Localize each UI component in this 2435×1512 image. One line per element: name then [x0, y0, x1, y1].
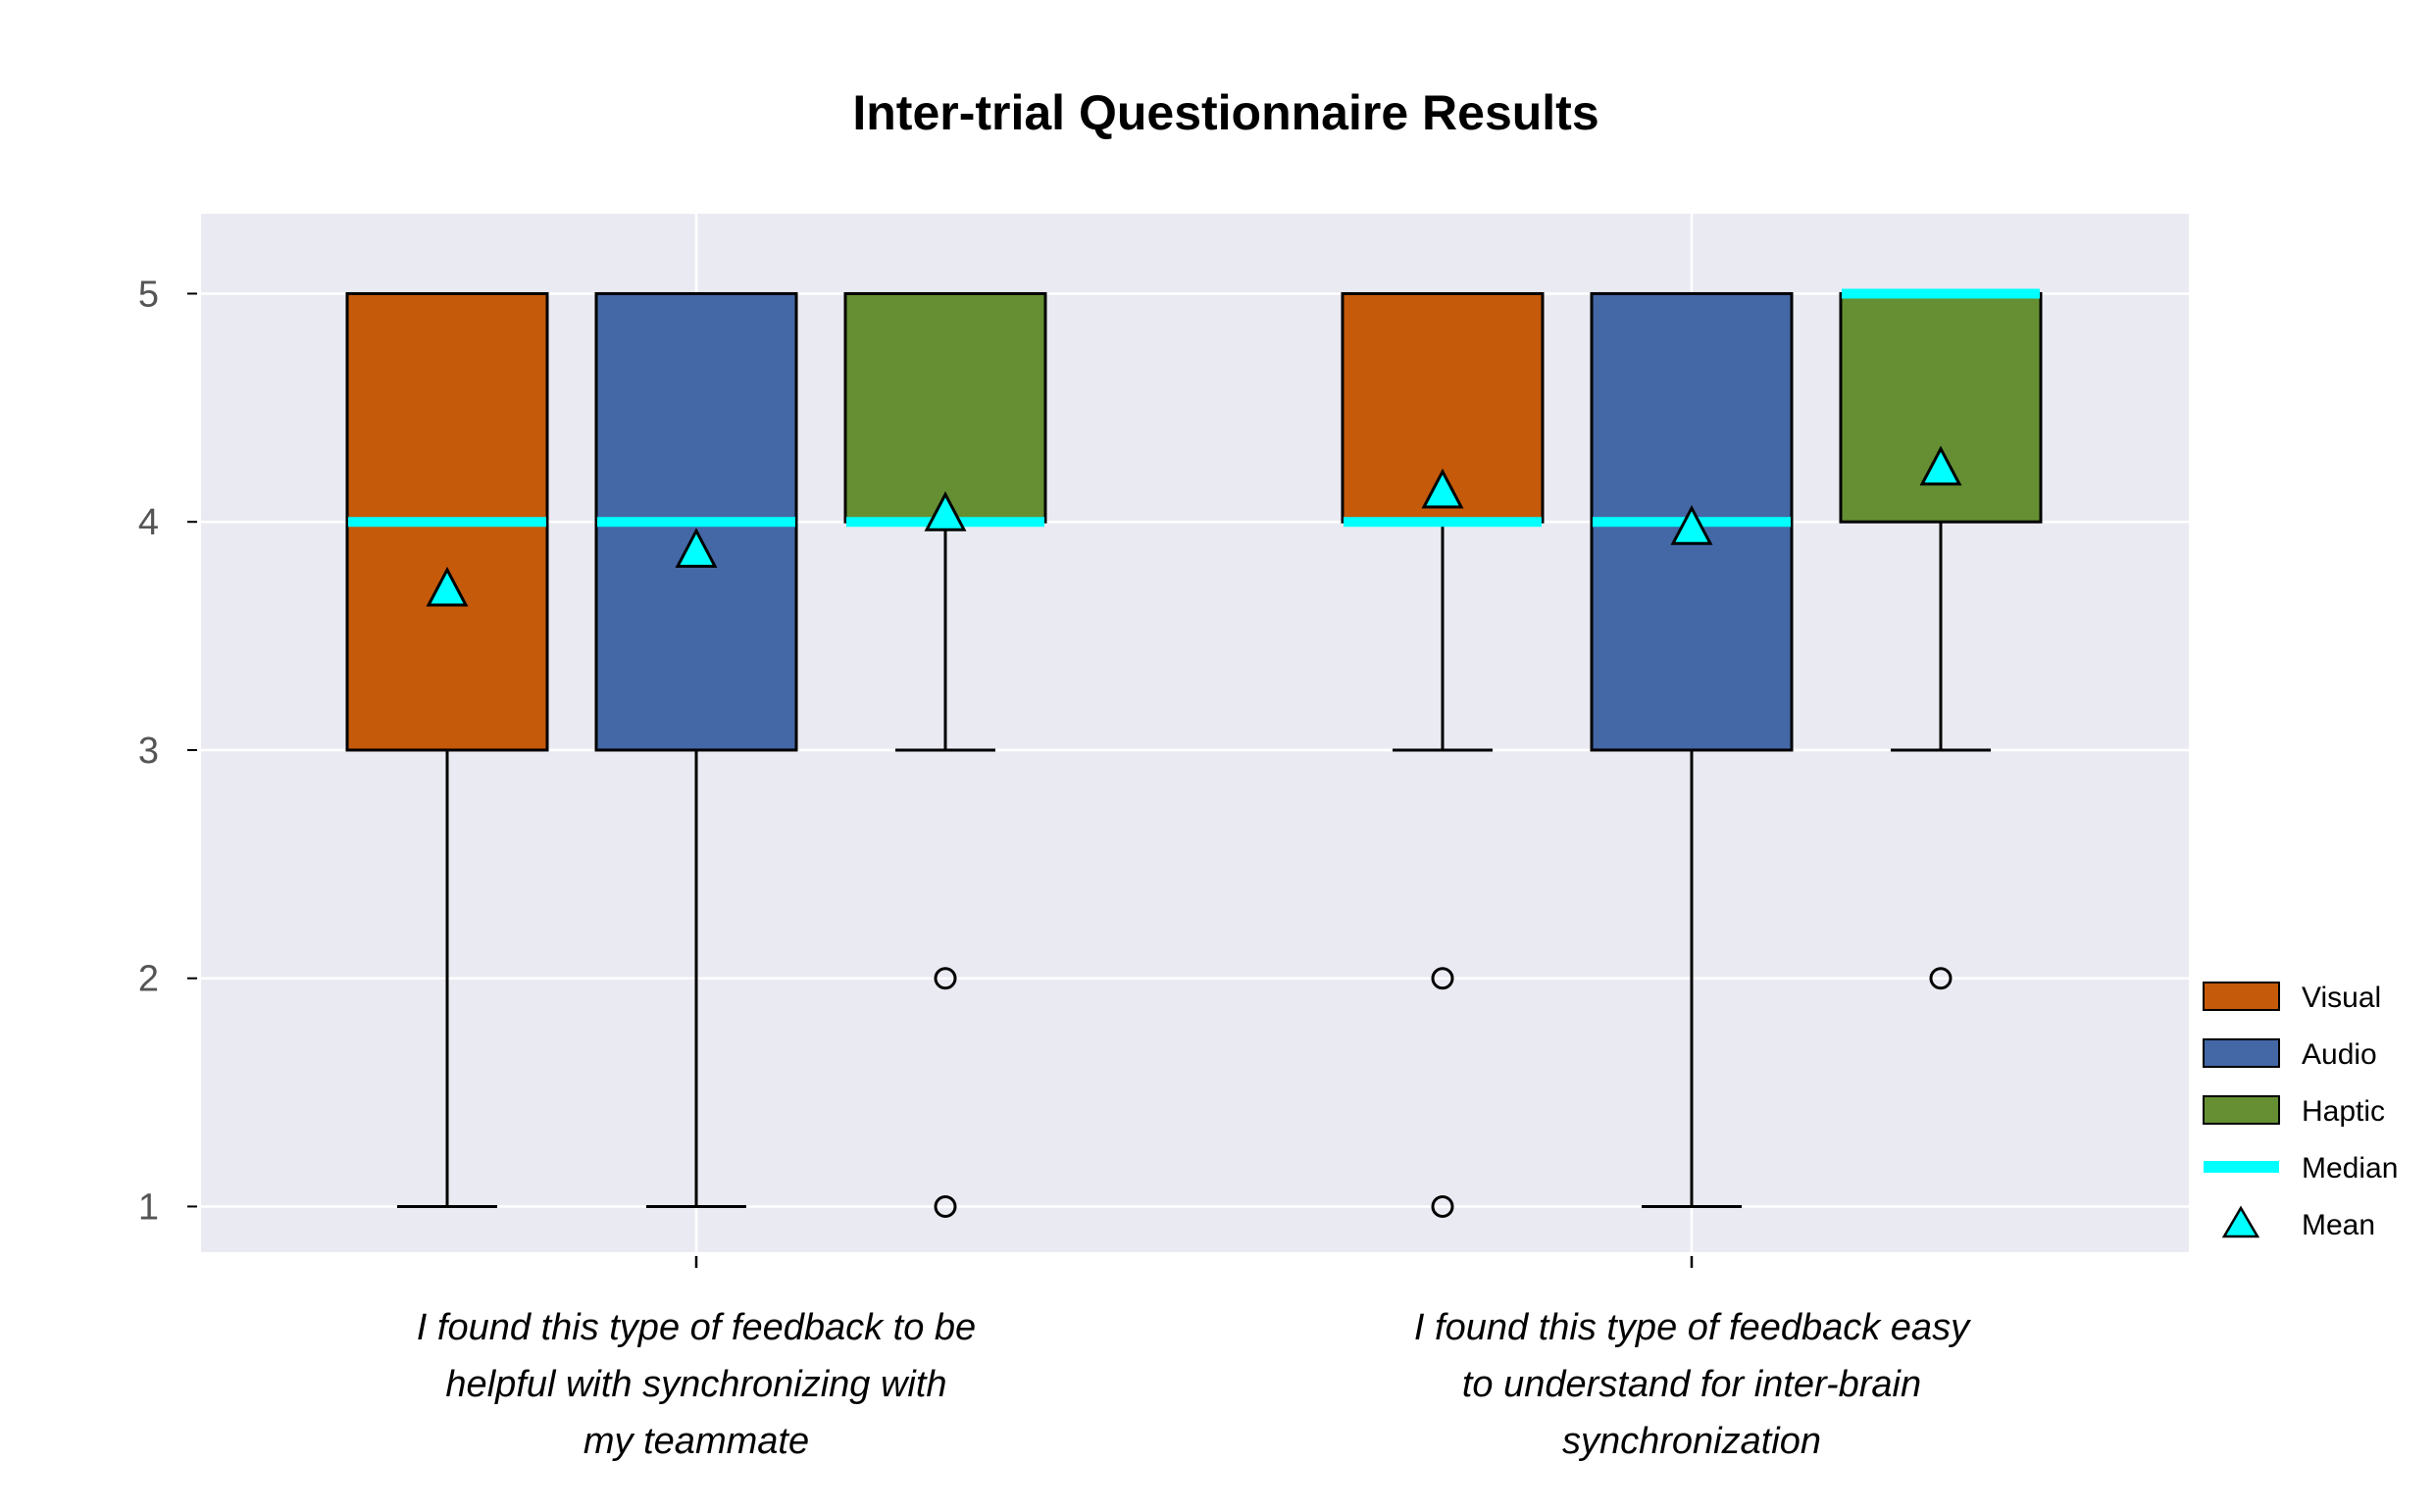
x-category-label: I found this type of feedback to be helpf… — [417, 1307, 976, 1462]
outlier-point — [1431, 1194, 1454, 1218]
y-tick-label: 4 — [138, 502, 159, 543]
x-category-label-line: my teammate — [583, 1421, 809, 1462]
mean-marker — [924, 491, 967, 531]
outlier-point — [934, 967, 957, 990]
y-tick-label: 1 — [138, 1186, 159, 1228]
legend: Visual Audio Haptic Median Mean — [2203, 982, 2398, 1241]
legend-label: Audio — [2302, 1038, 2377, 1071]
y-tick-label: 5 — [138, 274, 159, 315]
outlier-point — [1431, 967, 1454, 990]
legend-item-median: Median — [2204, 1152, 2398, 1184]
legend-swatch — [2203, 982, 2280, 1011]
y-tick-label: 3 — [138, 731, 159, 772]
mean-marker — [675, 528, 718, 568]
legend-item-haptic: Haptic — [2203, 1095, 2385, 1128]
outlier-point — [934, 1194, 957, 1218]
mean-marker — [1670, 504, 1713, 545]
box-haptic-2 — [1839, 288, 2043, 990]
legend-label: Visual — [2302, 982, 2381, 1014]
legend-label: Median — [2302, 1152, 2398, 1184]
legend-swatch — [2203, 1095, 2280, 1125]
box-audio-1 — [594, 291, 798, 1208]
plot-area: 1 2 3 4 5 I found this type of feedback to be… — [138, 214, 2189, 1462]
chart-title: Inter-trial Questionnaire Results — [852, 85, 1598, 140]
legend-swatch — [2221, 1205, 2260, 1238]
mean-marker — [1919, 445, 1962, 486]
y-tick-label: 2 — [138, 959, 159, 1000]
legend-label: Mean — [2302, 1209, 2375, 1241]
x-category-label: I found this type of feedback easy to und… — [1414, 1307, 1971, 1462]
mean-marker — [426, 566, 469, 607]
box-visual-2 — [1341, 291, 1545, 1218]
x-category-label-line: helpful with synchronizing with — [445, 1364, 946, 1405]
box-audio-2 — [1590, 291, 1794, 1208]
x-category-label-line: to understand for inter-brain — [1462, 1364, 1921, 1405]
legend-item-visual: Visual — [2203, 982, 2381, 1014]
legend-item-audio: Audio — [2203, 1038, 2377, 1071]
legend-swatch — [2203, 1038, 2280, 1068]
legend-label: Haptic — [2302, 1095, 2385, 1128]
box-visual-1 — [345, 291, 549, 1208]
box-rect — [843, 291, 1047, 524]
x-category-label-line: I found this type of feedback to be — [417, 1307, 976, 1348]
mean-marker — [1421, 468, 1464, 509]
box-haptic-1 — [843, 291, 1047, 1218]
outlier-point — [1929, 967, 1953, 990]
box-rect — [1839, 291, 2043, 524]
x-category-label-line: I found this type of feedback easy — [1414, 1307, 1971, 1348]
legend-item-mean: Mean — [2221, 1205, 2375, 1241]
x-category-label-line: synchronization — [1562, 1421, 1821, 1462]
